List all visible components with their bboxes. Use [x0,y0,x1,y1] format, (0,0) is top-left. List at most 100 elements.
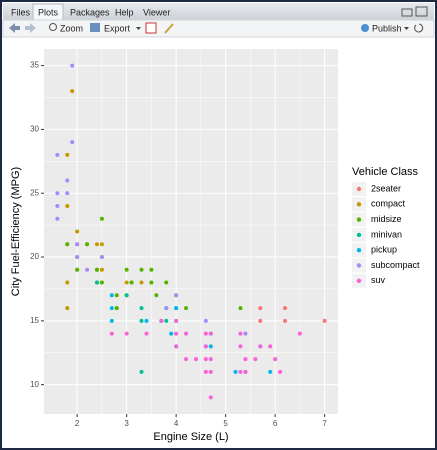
remove-plot-icon[interactable] [145,22,157,34]
maximize-icon[interactable] [415,6,428,17]
minimize-icon[interactable] [401,8,413,17]
refresh-icon[interactable] [414,23,424,33]
data-point [208,357,213,362]
data-point [283,306,288,311]
data-point [144,331,149,336]
data-point [149,280,154,285]
data-point [65,152,70,157]
tab[interactable]: Plots [38,7,59,17]
legend-label: suv [371,275,386,285]
data-point [203,369,208,374]
data-point [268,369,273,374]
data-point [184,306,189,311]
data-point [253,357,258,362]
data-point [268,344,273,349]
data-point [99,280,104,285]
x-axis-title: Engine Size (L) [153,431,228,443]
data-point [65,203,70,208]
x-tick-label: 3 [124,419,129,428]
data-point [154,293,159,298]
x-tick-label: 5 [223,419,228,428]
legend-swatch [356,217,362,222]
toolbar [2,19,435,38]
y-tick-label: 35 [30,61,39,70]
y-tick-label: 20 [30,252,39,261]
data-point [174,318,179,323]
data-point [75,229,80,234]
y-tick-label: 15 [30,316,39,325]
data-point [283,318,288,323]
x-tick-label: 4 [174,419,179,428]
dropdown-arrow [404,27,409,30]
legend-swatch [356,232,362,238]
publish-icon[interactable] [361,24,369,32]
y-tick-label: 10 [30,380,39,389]
plot: 10 15 20 25 30 35 2 3 4 5 6 7 Engine Size (L) City Fu… [10,49,420,443]
data-point [238,344,243,349]
tab[interactable]: Packages [70,7,110,17]
clear-icon[interactable] [164,23,174,34]
data-point [322,318,327,323]
data-point [203,344,208,349]
legend-swatch [356,248,362,253]
data-point [70,89,75,94]
legend-label: compact [371,199,406,209]
data-point [94,280,99,285]
data-point [109,306,114,311]
data-point [65,242,70,247]
data-point [164,318,169,323]
data-point [258,306,263,311]
zoom-icon[interactable] [49,23,57,31]
data-point [109,318,114,323]
tab-bar [3,3,434,20]
data-point [55,152,60,157]
data-point [159,318,164,323]
y-tick-label: 25 [30,188,39,197]
dropdown-arrow [136,27,141,30]
data-point [184,331,189,336]
zoom-button[interactable]: Zoom [60,23,83,33]
data-point [109,331,114,336]
x-tick-label: 2 [75,419,80,428]
legend-swatch [356,278,362,283]
data-point [243,369,248,374]
export-icon[interactable] [90,23,100,32]
data-point [94,242,99,247]
data-point [109,293,114,298]
tab[interactable]: Files [11,7,31,17]
publish-button[interactable]: Publish [372,23,402,33]
forward-icon[interactable] [25,23,36,33]
data-point [99,216,104,221]
x-tick-label: 6 [273,419,278,428]
tab[interactable]: Help [115,7,134,17]
data-point [243,331,248,336]
data-point [184,357,189,362]
data-point [233,369,238,374]
data-point [238,331,243,336]
data-point [75,242,80,247]
legend-label: 2seater [371,183,401,193]
back-icon[interactable] [9,23,20,33]
legend-swatch [356,186,362,192]
tab[interactable]: Viewer [143,7,170,17]
data-point [149,267,154,272]
data-point [85,242,90,247]
data-point [193,357,198,362]
data-point [65,178,70,183]
data-point [65,191,70,196]
y-tick-label: 30 [30,125,39,134]
data-point [65,280,70,285]
legend-label: midsize [371,214,402,224]
data-point [139,267,144,272]
data-point [174,331,179,336]
data-point [114,306,119,311]
export-button[interactable]: Export [104,23,131,33]
data-point [208,344,213,349]
legend-label: minivan [371,229,402,239]
legend-swatch [356,202,362,207]
data-point [65,306,70,311]
data-point [208,331,213,336]
data-point [174,293,179,298]
data-point [164,280,169,285]
